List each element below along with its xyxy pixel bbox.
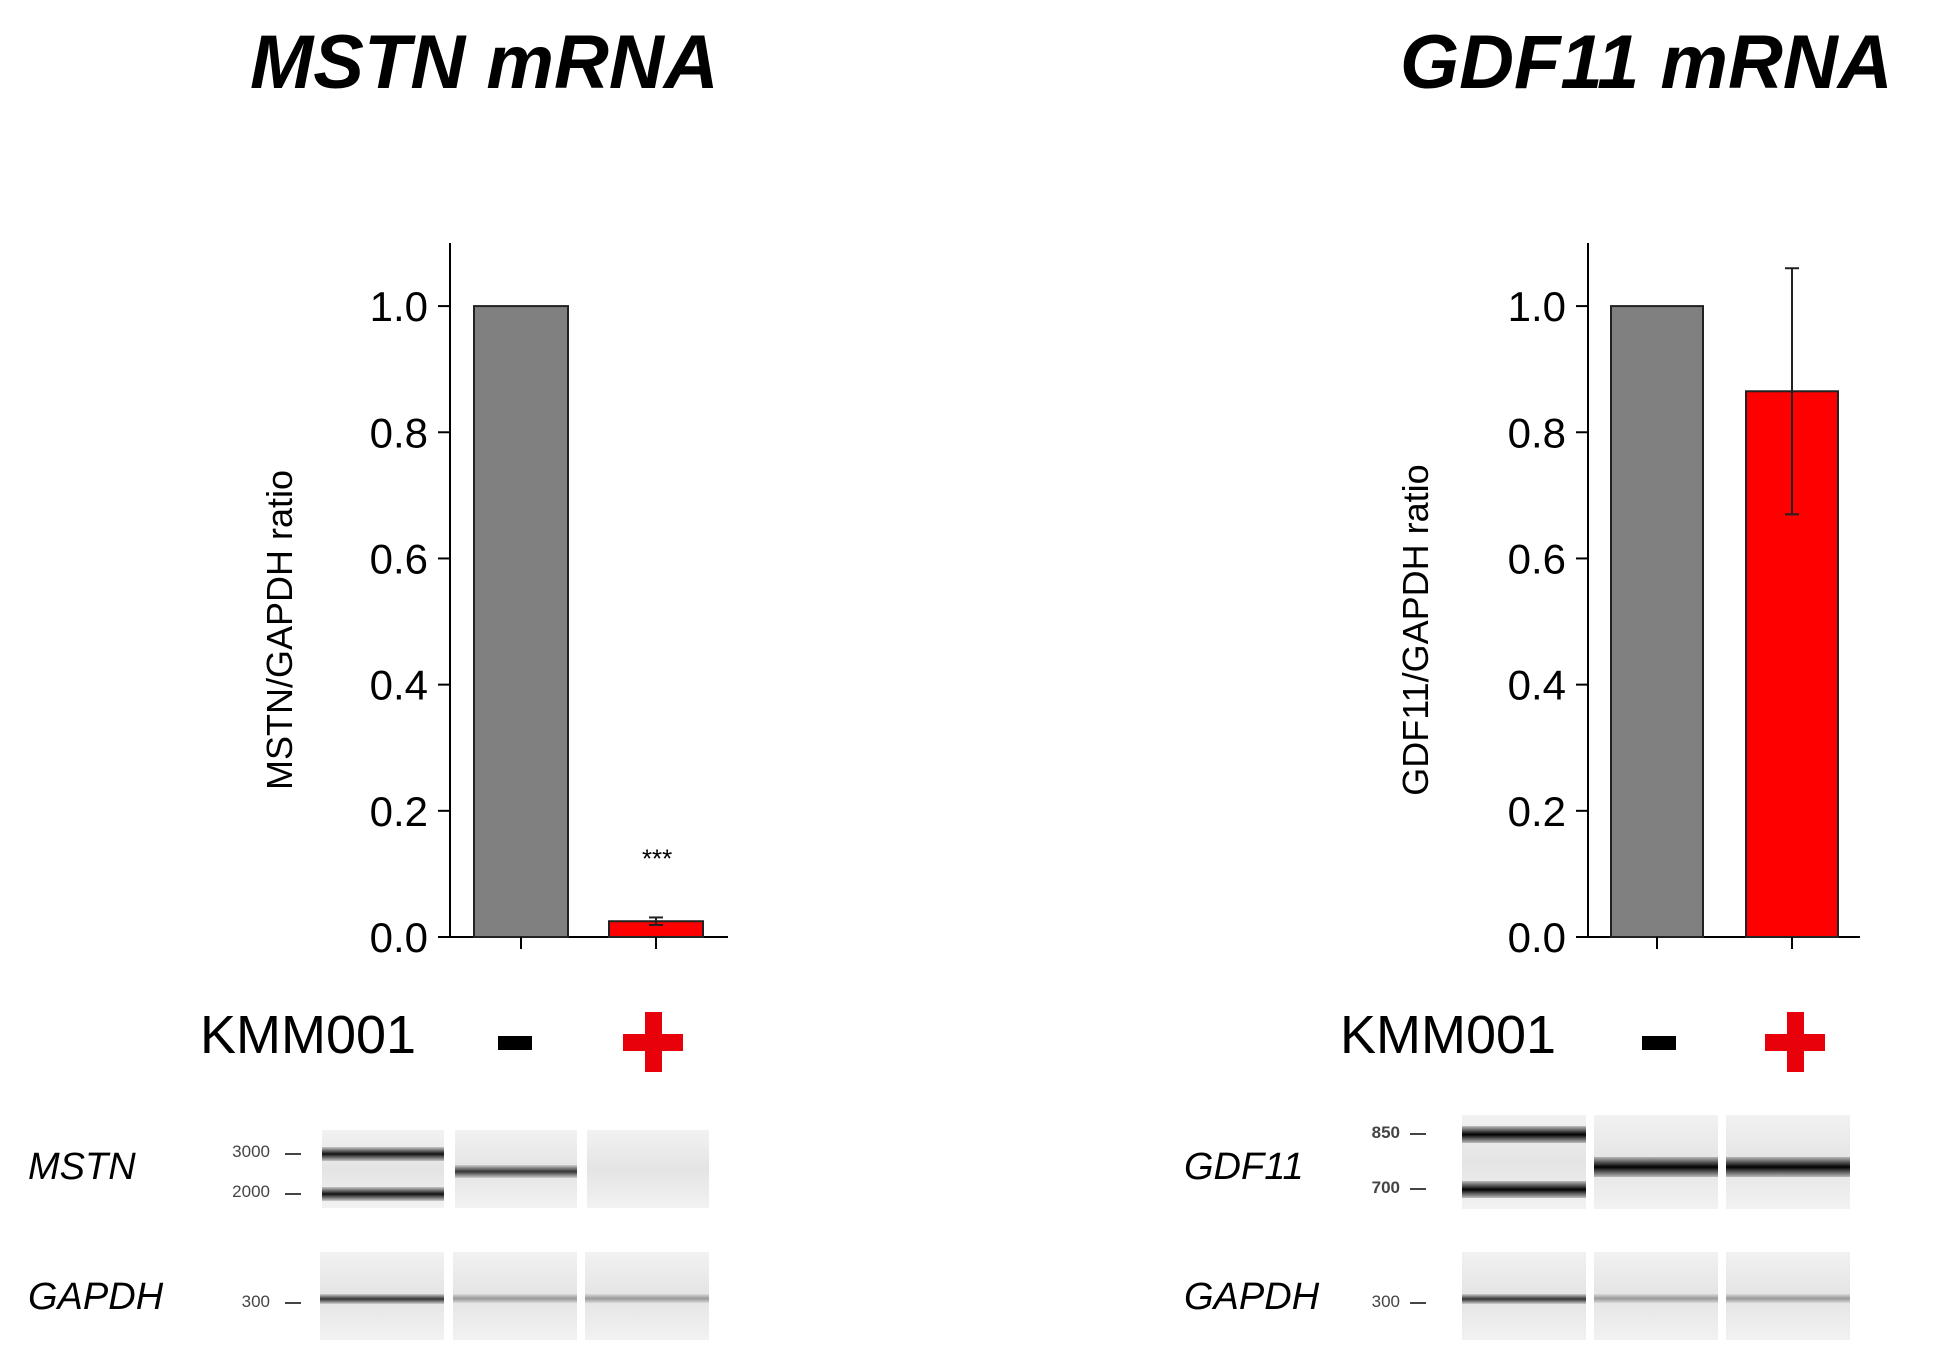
y-tick-label: 0.8 [370,409,428,456]
mstn-gel-label: MSTN [28,1146,136,1188]
gdf11-minus-sign [1642,1036,1676,1050]
significance-marker: *** [641,843,672,873]
bar-control [1610,305,1704,939]
gdf11-gapdh-lane-control [1594,1252,1718,1340]
mstn-gapdh-label: GAPDH [28,1276,164,1318]
gdf11-gapdh-marker-300: 300 [1371,1292,1400,1311]
mstn-treatment-label: KMM001 [200,1005,417,1065]
mstn-gapdh-lane-ladder [320,1252,444,1340]
marker-dash [1410,1133,1426,1135]
marker-dash [285,1302,301,1304]
gdf11-treatment-label: KMM001 [1340,1005,1557,1065]
y-tick-label: 0.2 [370,788,428,835]
mstn-gapdh-marker-300: 300 [241,1292,270,1311]
gdf11-gapdh-lane-ladder [1462,1252,1586,1340]
mstn-gapdh-lane-control [453,1252,577,1340]
mstn-panel: MSTN mRNA 0.0 0.2 0.4 0.6 0.8 1.0 MSTN/GAPDH r… [0,0,970,1361]
marker-dash [285,1193,301,1195]
gdf11-marker-850: 850 [1371,1123,1400,1142]
mstn-ladder-lane [322,1130,444,1208]
bar-control [473,305,569,939]
mstn-minus-sign [498,1036,532,1050]
gdf11-gel-label: GDF11 [1184,1146,1304,1188]
y-tick-label: 0.4 [1508,662,1566,709]
mstn-marker-3000: 3000 [232,1142,270,1161]
y-tick-label: 0.0 [1508,914,1566,961]
mstn-lane-control [455,1130,577,1208]
gdf11-chart-title: GDF11 mRNA [1400,20,1893,105]
mstn-lane-kmm001 [587,1130,709,1208]
mstn-marker-2000: 2000 [232,1182,270,1201]
marker-dash [1410,1302,1426,1304]
gdf11-gapdh-lane-kmm001 [1726,1252,1850,1340]
gdf11-ladder-lane [1462,1115,1586,1209]
y-tick-label: 0.0 [370,914,428,961]
mstn-chart-title: MSTN mRNA [250,20,719,105]
gdf11-gapdh-label: GAPDH [1184,1276,1320,1318]
y-tick-label: 0.8 [1508,409,1566,456]
y-tick-label: 0.6 [370,535,428,582]
y-axis-label: MSTN/GAPDH ratio [259,470,300,790]
mstn-bar-chart: 0.0 0.2 0.4 0.6 0.8 1.0 MSTN/GAPDH ratio *** [259,243,728,961]
y-tick-label: 1.0 [1508,283,1566,330]
y-tick-label: 0.6 [1508,535,1566,582]
gdf11-bar-chart: 0.0 0.2 0.4 0.6 0.8 1.0 GDF11/GAPDH ratio [1395,243,1860,961]
marker-dash [1410,1188,1426,1190]
gdf11-lane-control [1594,1115,1718,1209]
y-tick-label: 0.2 [1508,788,1566,835]
gdf11-panel: GDF11 mRNA 0.0 0.2 0.4 0.6 0.8 1.0 GDF11/GAPDH… [970,0,1940,1361]
mstn-gapdh-lane-kmm001 [585,1252,709,1340]
y-tick-label: 0.4 [370,662,428,709]
gdf11-marker-700: 700 [1371,1178,1400,1197]
y-axis-label: GDF11/GAPDH ratio [1395,464,1436,795]
y-tick-label: 1.0 [370,283,428,330]
gdf11-lane-kmm001 [1726,1115,1850,1209]
marker-dash [285,1153,301,1155]
